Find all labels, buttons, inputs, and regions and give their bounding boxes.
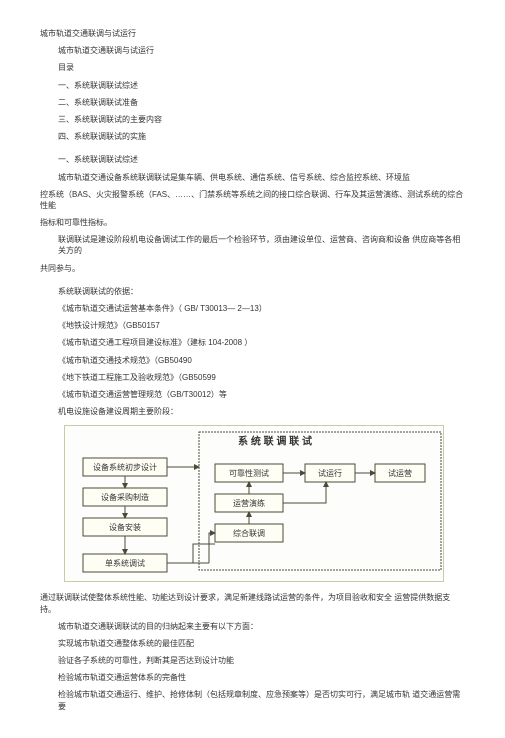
doc-subtitle: 城市轨道交通联调与试运行 bbox=[40, 45, 465, 56]
svg-text:设备系统初步设计: 设备系统初步设计 bbox=[93, 462, 157, 472]
para: 城市轨道交通联调联试的目的归纳起来主要有以下方面： bbox=[40, 621, 465, 632]
ref-item: 《地下铁道工程施工及验收规范》（GB50599 bbox=[40, 372, 465, 383]
toc-item: 三、系统联调联试的主要内容 bbox=[40, 114, 465, 125]
svg-text:综合联调: 综合联调 bbox=[233, 528, 265, 538]
para: 实现城市轨道交通整体系统的最佳匹配 bbox=[40, 638, 465, 649]
ref-item: 《地铁设计规范》（GB50157 bbox=[40, 320, 465, 331]
para: 城市轨道交通设备系统联调联试是集车辆、供电系统、通信系统、信号系统、综合监控系统… bbox=[40, 172, 465, 183]
flowchart-diagram: 系 统 联 调 联 试设备系统初步设计设备采购制造设备安装单系统调试 可靠性测试运… bbox=[64, 425, 444, 582]
toc-item: 四、系统联调联试的实施 bbox=[40, 131, 465, 142]
refs-title: 系统联调联试的依据： bbox=[40, 286, 465, 297]
toc-item: 二、系统联调联试准备 bbox=[40, 97, 465, 108]
para: 检验城市轨道交通运营体系的完备性 bbox=[40, 672, 465, 683]
section-title: 一、系统联调联试综述 bbox=[40, 154, 465, 165]
ref-item: 《城市轨道交通试运营基本条件》（ GB/ T30013— 2—13） bbox=[40, 303, 465, 314]
svg-text:试运营: 试运营 bbox=[388, 468, 412, 478]
svg-text:设备采购制造: 设备采购制造 bbox=[101, 492, 149, 502]
doc-title: 城市轨道交通联调与试运行 bbox=[40, 28, 465, 39]
toc-item: 一、系统联调联试综述 bbox=[40, 80, 465, 91]
para: 联调联试是建设阶段机电设备调试工作的最后一个检验环节，须由建设单位、运营商、咨询… bbox=[40, 234, 465, 256]
ref-item: 《城市轨道交通技术规范》（GB50490 bbox=[40, 355, 465, 366]
svg-text:试运行: 试运行 bbox=[318, 468, 342, 478]
svg-text:设备安装: 设备安装 bbox=[109, 522, 141, 532]
para: 检验城市轨道交通运行、维护、抢修体制（包括规章制度、应急预案等）是否切实可行，满… bbox=[40, 689, 465, 711]
toc-label: 目录 bbox=[40, 62, 465, 73]
para: 验证各子系统的可靠性，判断其是否达到设计功能 bbox=[40, 655, 465, 666]
para: 共同参与。 bbox=[40, 263, 465, 274]
ref-item: 《城市轨道交通运营管理规范（GB/T30012）等 bbox=[40, 389, 465, 400]
para: 指标和可靠性指标。 bbox=[40, 217, 465, 228]
svg-text:运营演练: 运营演练 bbox=[233, 498, 265, 508]
svg-text:单系统调试: 单系统调试 bbox=[105, 558, 145, 568]
phase-label: 机电设施设备建设周期主要阶段： bbox=[40, 406, 465, 417]
para: 控系统（BAS、火灾报警系统（FAS、……、门禁系统等系统之间的接口综合联调、行… bbox=[40, 189, 465, 211]
para: 通过联调联试使整体系统性能、功能达到设计要求，满足新建线路试运营的条件，为项目验… bbox=[40, 592, 465, 614]
ref-item: 《城市轨道交通工程项目建设标准》（建标 104-2008 ） bbox=[40, 337, 465, 348]
svg-text:系 统 联 调 联 试: 系 统 联 调 联 试 bbox=[238, 435, 312, 448]
svg-text:可靠性测试: 可靠性测试 bbox=[229, 468, 269, 478]
